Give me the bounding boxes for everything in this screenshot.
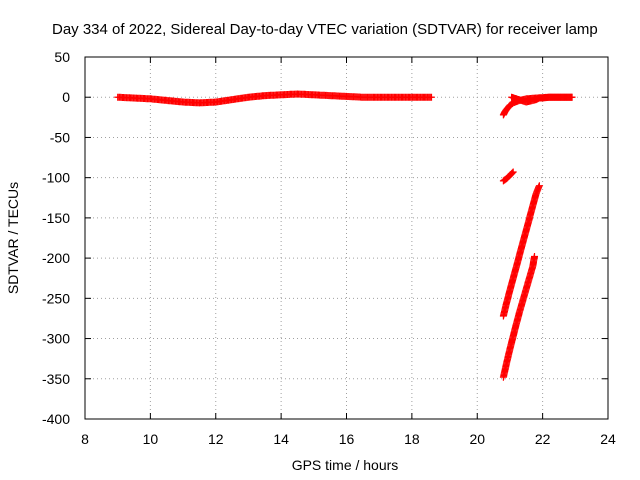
- data-point: [428, 93, 435, 101]
- y-tick-label: 0: [62, 89, 70, 105]
- x-tick-label: 22: [535, 431, 551, 447]
- data-point: [508, 170, 516, 178]
- y-tick-label: -300: [42, 331, 70, 347]
- y-tick-label: -400: [42, 411, 70, 427]
- y-axis-label: SDTVAR / TECUs: [5, 182, 21, 294]
- x-tick-label: 12: [208, 431, 224, 447]
- y-tick-label: -200: [42, 250, 70, 266]
- series-layer: [114, 90, 576, 381]
- x-tick-label: 18: [404, 431, 420, 447]
- x-tick-label: 8: [81, 431, 89, 447]
- data-point: [508, 169, 516, 177]
- x-tick-label: 16: [339, 431, 355, 447]
- series-sdtvar-late-e: [499, 253, 538, 381]
- series-sdtvar-late-c: [499, 168, 517, 185]
- y-tick-label: -150: [42, 210, 70, 226]
- y-tick-label: -350: [42, 371, 70, 387]
- axis-layer: 8 10 12 14 16 18 20 22 24 50 0 -50 -100 -150 -200 -250 -…: [42, 49, 616, 447]
- label-layer: Day 334 of 2022, Sidereal Day-to-day VTE…: [5, 21, 598, 473]
- chart-title: Day 334 of 2022, Sidereal Day-to-day VTE…: [52, 21, 598, 38]
- series-sdtvar-late-b: [508, 93, 576, 106]
- series-sdtvar-main: [114, 90, 435, 107]
- grid-layer: [85, 57, 608, 419]
- y-tick-label: -250: [42, 290, 70, 306]
- x-tick-label: 10: [143, 431, 159, 447]
- y-tick-label: 50: [54, 49, 70, 65]
- x-axis-label: GPS time / hours: [292, 457, 399, 473]
- data-point: [568, 93, 576, 101]
- x-tick-label: 24: [600, 431, 616, 447]
- x-tick-label: 20: [469, 431, 485, 447]
- series-sdtvar-late-d: [499, 182, 543, 320]
- data-point: [535, 182, 543, 190]
- data-point: [509, 168, 517, 176]
- y-tick-label: -50: [50, 129, 70, 145]
- data-point: [531, 253, 538, 260]
- y-tick-label: -100: [42, 170, 70, 186]
- x-tick-label: 14: [273, 431, 289, 447]
